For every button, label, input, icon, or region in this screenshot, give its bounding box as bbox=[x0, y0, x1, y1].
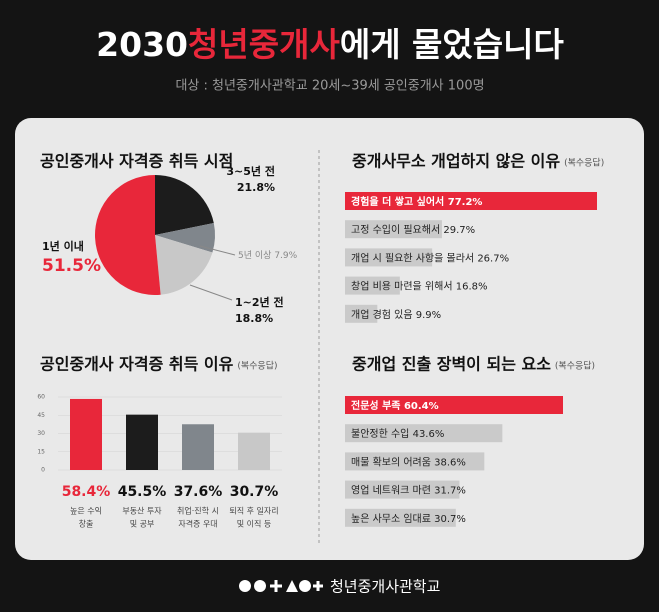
bar bbox=[238, 432, 270, 470]
category-label: 고정 수입이 필요해서 bbox=[351, 223, 440, 236]
value-label: 60.4% bbox=[404, 401, 439, 412]
x-tick-label: 높은 수익 bbox=[70, 506, 102, 516]
y-tick-label: 30 bbox=[37, 430, 45, 437]
category-label: 영업 네트워크 마련 bbox=[351, 484, 431, 497]
bar-label: 창업 비용 마련을 위해서 16.8% bbox=[351, 280, 488, 293]
pie-label: 1년 이내 bbox=[42, 239, 84, 253]
category-label: 경험을 더 쌓고 싶어서 bbox=[351, 195, 444, 208]
bar bbox=[182, 424, 214, 470]
bar bbox=[345, 396, 563, 414]
bar-label: 고정 수입이 필요해서 29.7% bbox=[351, 223, 475, 236]
chart-subtitle: (복수응답) bbox=[237, 360, 277, 372]
bar bbox=[345, 276, 400, 295]
title-part: 에게 물었습니다 bbox=[340, 25, 565, 64]
x-tick-label: 창출 bbox=[79, 519, 94, 529]
bar-label: 개업 경험 있음 9.9% bbox=[351, 308, 441, 321]
category-label: 개업 시 필요한 사항을 몰라서 bbox=[351, 251, 474, 264]
x-tick-label: 부동산 투자 bbox=[122, 506, 162, 516]
leader-line bbox=[189, 284, 233, 301]
value-label: 9.9% bbox=[416, 310, 441, 321]
chart-title: 공인중개사 자격증 취득 시점 bbox=[40, 152, 233, 171]
bar bbox=[70, 398, 102, 470]
pie-slice bbox=[155, 235, 213, 295]
value-label: 31.7% bbox=[434, 486, 466, 497]
chart-subtitle: (복수응답) bbox=[555, 360, 595, 372]
pie-slice bbox=[155, 175, 214, 235]
subtitle: 대상 : 청년중개사관학교 20세~39세 공인중개사 100명 bbox=[175, 79, 484, 94]
bar-label: 영업 네트워크 마련 31.7% bbox=[351, 484, 466, 497]
pie-label: 1~2년 전 bbox=[235, 295, 284, 309]
pie-slice bbox=[94, 175, 161, 295]
logo bbox=[239, 580, 323, 592]
category-label: 매물 확보의 어려움 bbox=[351, 456, 431, 468]
chart-title: 중개사무소 개업하지 않은 이유 bbox=[352, 152, 560, 171]
value-label: 43.6% bbox=[413, 429, 445, 440]
bar bbox=[345, 452, 485, 471]
bar bbox=[345, 508, 456, 527]
bar bbox=[345, 304, 378, 323]
value-label: 58.4% bbox=[62, 484, 111, 500]
category-label: 창업 비용 마련을 위해서 bbox=[351, 280, 453, 293]
pie-label: 3~5년 전 bbox=[226, 164, 275, 178]
pie-label-name: 5년 이상 bbox=[238, 250, 271, 261]
category-label: 개업 경험 있음 bbox=[351, 308, 413, 321]
y-tick-label: 45 bbox=[37, 412, 45, 419]
pie-slice bbox=[155, 223, 215, 253]
value-label: 26.7% bbox=[477, 253, 509, 264]
pie-value-label: 51.5% bbox=[42, 256, 101, 276]
bar-label: 경험을 더 쌓고 싶어서 77.2% bbox=[351, 195, 482, 208]
bar bbox=[345, 480, 460, 499]
category-label: 전문성 부족 bbox=[351, 399, 400, 412]
pie-value-label: 18.8% bbox=[235, 312, 273, 325]
value-label: 77.2% bbox=[448, 197, 483, 208]
bar-label: 전문성 부족 60.4% bbox=[351, 399, 439, 412]
chart-title: 공인중개사 자격증 취득 이유 bbox=[40, 355, 234, 374]
bar bbox=[345, 248, 433, 267]
bar-label: 높은 사무소 임대료 30.7% bbox=[351, 512, 466, 525]
bar bbox=[345, 192, 597, 210]
x-tick-label: 및 공부 bbox=[130, 519, 155, 529]
value-label: 38.6% bbox=[434, 457, 466, 468]
y-tick-label: 15 bbox=[37, 448, 45, 455]
value-label: 45.5% bbox=[118, 484, 167, 500]
title-part: 2030 bbox=[96, 25, 188, 64]
category-label: 높은 사무소 임대료 bbox=[351, 512, 431, 525]
pie-value-label: 7.9% bbox=[274, 251, 297, 261]
value-label: 37.6% bbox=[174, 484, 223, 500]
footer-org: 청년중개사관학교 bbox=[330, 578, 440, 596]
category-label: 불안정한 수입 bbox=[351, 427, 409, 440]
page-title: 2030청년중개사에게 물었습니다 bbox=[96, 25, 564, 64]
bar bbox=[345, 424, 503, 443]
bar-label: 매물 확보의 어려움 38.6% bbox=[351, 456, 466, 468]
chart-title: 중개업 진출 장벽이 되는 요소 bbox=[352, 355, 551, 374]
bar bbox=[126, 414, 158, 470]
chart-subtitle: (복수응답) bbox=[564, 157, 604, 169]
x-tick-label: 취업·진학 시 bbox=[177, 506, 219, 516]
value-label: 30.7% bbox=[230, 484, 279, 500]
value-label: 16.8% bbox=[456, 282, 488, 293]
x-tick-label: 및 이직 등 bbox=[237, 519, 272, 529]
title-highlight: 청년중개사 bbox=[188, 25, 340, 64]
leader-line bbox=[199, 245, 236, 256]
y-tick-label: 0 bbox=[41, 467, 45, 474]
bar-label: 불안정한 수입 43.6% bbox=[351, 427, 444, 440]
pie-label: 5년 이상 7.9% bbox=[238, 250, 298, 261]
bar bbox=[345, 220, 442, 239]
x-tick-label: 자격증 우대 bbox=[178, 519, 217, 529]
pie-value-label: 21.8% bbox=[237, 181, 275, 194]
bar-label: 개업 시 필요한 사항을 몰라서 26.7% bbox=[351, 251, 509, 264]
value-label: 30.7% bbox=[434, 514, 466, 525]
value-label: 29.7% bbox=[443, 225, 475, 236]
y-tick-label: 60 bbox=[37, 394, 45, 401]
x-tick-label: 퇴직 후 일자리 bbox=[229, 506, 278, 516]
